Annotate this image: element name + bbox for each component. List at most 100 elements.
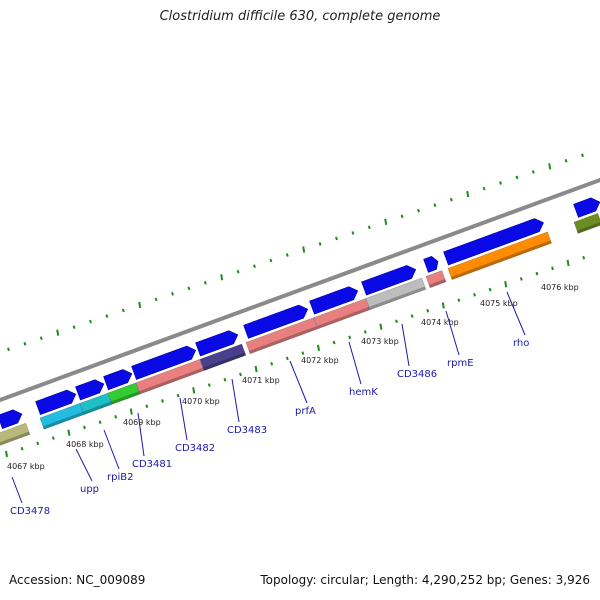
inner-major-tick [566,259,570,267]
outer-minor-tick [23,341,27,346]
forward-arrow [309,286,359,315]
inner-major-tick [5,450,8,458]
reverse-strand-genes [0,213,600,449]
inner-major-tick [129,408,133,415]
gene-bar [245,317,319,355]
forward-arrow [443,218,544,266]
inner-minor-tick [535,271,539,276]
gene-label-prfA: prfA [295,406,316,417]
gene-bar [0,422,31,449]
outer-minor-tick [236,269,240,274]
gene-bar-rect [135,359,205,395]
inner-minor-tick [582,255,586,260]
inner-minor-tick [51,436,55,440]
outer-minor-tick [367,225,371,230]
forward-arrow-shape [103,369,133,391]
inner-minor-tick [457,298,461,302]
gene-bar [39,402,85,430]
forward-arrow-shape [75,379,105,401]
inner-minor-tick [98,420,102,424]
gene-bar-rect [313,298,371,330]
gene-label-rpmE: rpmE [447,358,474,369]
inner-minor-tick [363,330,367,334]
outer-minor-tick [7,347,10,352]
forward-arrow [573,197,600,218]
gene-label-hemK: hemK [349,387,378,398]
outer-minor-tick [171,292,174,296]
outer-minor-tick [105,314,109,318]
outer-minor-tick [581,153,584,158]
gene-bar [199,343,247,371]
gene-leader-line [137,412,145,457]
gene-leader-line [103,429,120,470]
gene-bar-shadow [203,352,246,371]
kbp-label: 4072 kbp [301,356,339,365]
gene-label-CD3483: CD3483 [227,425,267,436]
forward-arrow-shape [131,345,197,380]
gene-bar-shadow [249,326,318,354]
gene-label-upp: upp [80,484,99,495]
topology-text: Topology: circular; Length: 4,290,252 bp… [260,573,590,587]
kbp-label: 4073 kbp [361,337,399,346]
forward-arrow-shape [0,409,23,429]
gene-leader-line [179,397,188,441]
outer-minor-tick [515,175,519,180]
outer-minor-tick [482,186,486,191]
kbp-label: 4075 kbp [480,299,518,308]
outer-minor-tick [318,242,322,246]
outer-major-tick [220,274,224,281]
gene-bar-rect [199,343,247,371]
outer-minor-tick [433,203,437,207]
outer-minor-tick [89,319,92,324]
outer-minor-tick [400,214,404,219]
inner-major-tick [317,344,320,352]
inner-minor-tick [36,441,40,446]
forward-arrow-shape [573,197,600,218]
kbp-scale-labels: 4067 kbp 4068 kbp 4069 kbp 4070 kbp 4071 kbp… [7,283,579,471]
kbp-label: 4070 kbp [182,397,220,406]
inner-minor-tick [223,377,227,382]
inner-minor-tick [114,415,118,419]
kbp-label: 4068 kbp [66,440,104,449]
gene-leader-line [75,448,93,482]
gene-bar [313,298,371,330]
inner-minor-tick [473,293,476,297]
inner-minor-tick [145,404,149,409]
gene-leader-line [401,323,410,367]
outer-minor-tick [335,236,338,241]
gene-leader-line [506,291,526,336]
forward-arrow [195,330,239,357]
forward-arrow [0,409,23,429]
inner-minor-tick [395,319,398,324]
gene-leader-line [11,476,23,504]
gene-bar-rect [107,382,141,405]
forward-arrow [361,265,417,296]
outer-major-tick [384,218,388,225]
gene-bar-rect [39,402,85,430]
gene-bar-rect [79,392,113,415]
forward-arrow-shape [243,304,309,339]
inner-minor-tick [20,446,24,451]
forward-arrow-shape [195,330,239,357]
gene-label-CD3478: CD3478 [10,506,50,517]
outer-minor-tick [187,286,191,291]
outer-major-tick [302,246,306,253]
outer-minor-tick [417,208,420,213]
inner-minor-tick [519,277,523,281]
forward-arrow-shape [309,286,359,315]
inner-minor-tick [161,399,164,403]
forward-arrow [35,389,77,416]
map-title: Clostridium difficile 630, complete geno… [159,9,441,24]
gene-bar-shadow [111,391,140,405]
outer-minor-tick [72,325,76,329]
outer-minor-tick [449,197,453,202]
inner-major-tick [379,323,383,330]
gene-label-CD3482: CD3482 [175,443,215,454]
inner-minor-tick [488,287,492,292]
gene-bar-shadow [369,286,426,310]
outer-minor-tick [253,264,256,268]
gene-bar-rect [245,317,319,355]
outer-minor-tick [121,308,125,313]
